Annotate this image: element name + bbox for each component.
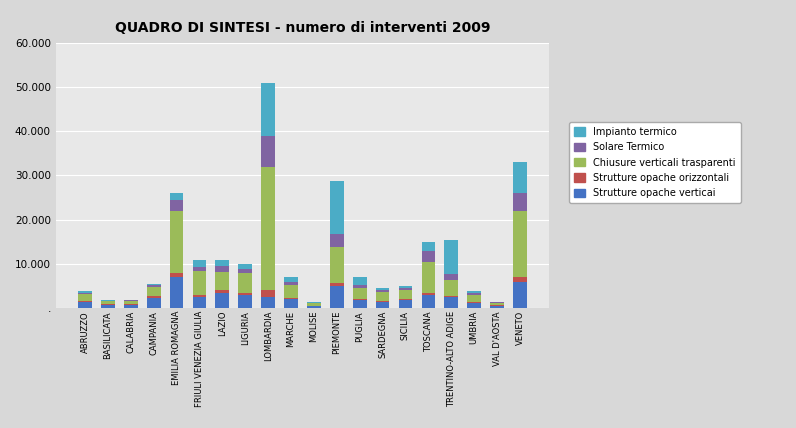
Bar [146,298,161,308]
Bar [513,193,527,211]
Bar [399,286,412,288]
Bar [399,288,412,291]
Bar [444,297,458,308]
Bar [124,305,138,308]
Bar [101,301,115,304]
Bar [261,297,275,308]
Bar [353,300,367,308]
Bar [101,305,115,308]
Bar [330,181,344,234]
Bar [330,234,344,247]
Bar [238,293,252,295]
Bar [376,292,389,300]
Bar [307,302,321,303]
Bar [124,304,138,305]
Bar [330,282,344,286]
Bar [193,295,206,297]
Bar [376,300,389,301]
Bar [422,242,435,251]
Bar [216,266,229,272]
Bar [238,273,252,293]
Bar [146,285,161,287]
Bar [399,291,412,299]
Bar [101,300,115,301]
Bar [261,166,275,291]
Bar [193,297,206,308]
Bar [467,303,481,308]
Bar [284,285,298,298]
Bar [78,291,92,293]
Bar [284,299,298,308]
Bar [284,282,298,285]
Bar [467,295,481,302]
Bar [78,293,92,294]
Bar [216,272,229,290]
Bar [101,304,115,305]
Bar [261,83,275,136]
Bar [513,211,527,277]
Bar [444,273,458,280]
Bar [146,296,161,298]
Bar [399,300,412,308]
Bar [467,302,481,303]
Bar [330,286,344,308]
Bar [216,293,229,308]
Bar [238,295,252,308]
Bar [284,298,298,299]
Bar [284,277,298,282]
Bar [146,284,161,285]
Bar [490,303,504,305]
Bar [238,265,252,269]
Bar [78,294,92,300]
Bar [353,277,367,285]
Bar [216,290,229,293]
Bar [193,271,206,295]
Bar [467,293,481,295]
Bar [170,200,183,211]
Bar [444,296,458,297]
Bar [78,302,92,308]
Bar [422,262,435,293]
Bar [330,247,344,282]
Bar [170,277,183,308]
Bar [467,291,481,293]
Bar [193,267,206,271]
Title: QUADRO DI SINTESI - numero di interventi 2009: QUADRO DI SINTESI - numero di interventi… [115,21,490,35]
Bar [124,301,138,304]
Bar [513,277,527,282]
Bar [261,291,275,297]
Bar [490,302,504,303]
Bar [353,285,367,288]
Bar [353,299,367,300]
Bar [422,295,435,308]
Bar [146,287,161,296]
Bar [444,280,458,296]
Bar [353,288,367,299]
Bar [170,273,183,277]
Bar [422,251,435,262]
Bar [399,299,412,300]
Bar [422,293,435,295]
Bar [513,162,527,193]
Bar [124,300,138,301]
Bar [216,259,229,266]
Bar [444,241,458,273]
Bar [261,136,275,166]
Bar [376,290,389,292]
Bar [513,282,527,308]
Legend: Impianto termico, Solare Termico, Chiusure verticali trasparenti, Strutture opac: Impianto termico, Solare Termico, Chiusu… [569,122,740,203]
Bar [78,300,92,302]
Bar [193,260,206,267]
Bar [376,301,389,308]
Bar [238,269,252,273]
Bar [170,193,183,200]
Bar [490,306,504,308]
Bar [307,306,321,308]
Bar [376,288,389,290]
Bar [307,303,321,306]
Bar [170,211,183,273]
